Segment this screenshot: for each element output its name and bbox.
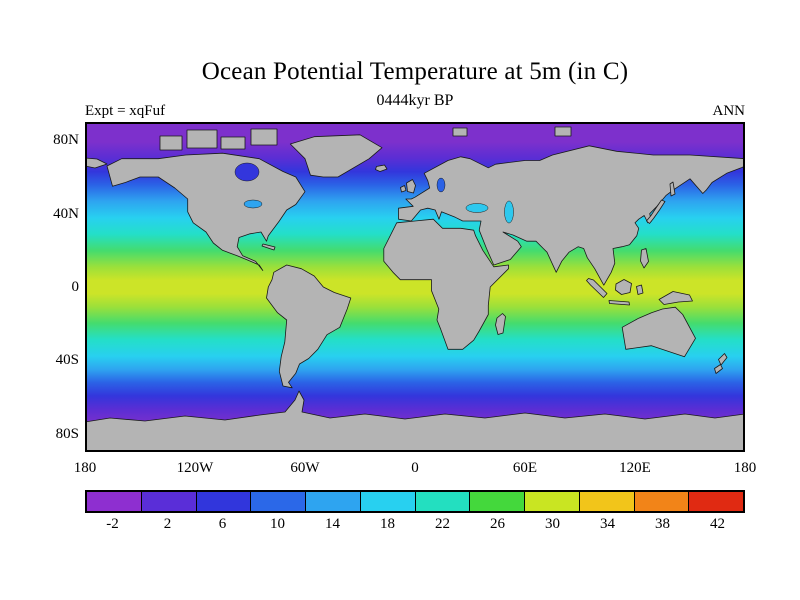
season-label: ANN	[712, 103, 746, 119]
colorbar-tick-label: 30	[545, 516, 560, 532]
plot-subtitle: 0444kyr BP	[376, 92, 454, 109]
black-sea	[465, 203, 489, 213]
island-britain	[406, 179, 416, 194]
colorbar-segment	[525, 492, 580, 511]
colorbar-tick-label: 10	[270, 516, 285, 532]
colorbar-tick-label: 34	[600, 516, 615, 532]
colorbar-segment	[251, 492, 306, 511]
island-madagascar	[495, 313, 506, 335]
experiment-label: Expt = xqFuf	[85, 103, 166, 119]
island-svalbard	[452, 127, 468, 137]
island-cuba	[261, 243, 276, 251]
island-arctic-3	[220, 136, 246, 150]
world-map	[84, 122, 746, 453]
colorbar-segment	[360, 492, 416, 511]
island-ireland	[400, 185, 407, 193]
hudson-bay	[234, 162, 260, 182]
great-lakes	[243, 199, 263, 209]
colorbar-tick-label: 42	[710, 516, 725, 532]
baltic-sea	[436, 177, 446, 193]
colorbar-segment	[306, 492, 361, 511]
colorbar-tick-label: 38	[655, 516, 670, 532]
lon-axis-label: 180	[73, 460, 97, 476]
lat-axis-label: 40S	[55, 352, 79, 369]
island-arctic-2	[186, 129, 218, 149]
colorbar-tick-label: 2	[163, 516, 172, 532]
lat-axis-label: 80N	[53, 132, 79, 149]
island-philippines	[640, 248, 649, 269]
continent-south-america	[266, 264, 352, 389]
colorbar-segment	[634, 492, 690, 511]
colorbar-segment	[470, 492, 525, 511]
island-borneo	[615, 279, 632, 295]
lat-axis-label: 80S	[55, 425, 79, 442]
island-java	[608, 300, 630, 306]
island-arctic-1	[159, 135, 183, 151]
island-sakhalin	[669, 181, 676, 197]
plot-title: Ocean Potential Temperature at 5m (in C)	[201, 58, 629, 85]
island-iceland	[375, 164, 388, 172]
map-frame	[85, 122, 745, 452]
colorbar-segment	[579, 492, 635, 511]
island-sumatra	[586, 278, 608, 298]
continent-north-america	[106, 152, 306, 271]
inland-seas	[234, 162, 514, 224]
lon-axis-label: 180	[733, 460, 757, 476]
continent-antarctica	[84, 390, 746, 453]
island-japan	[646, 199, 666, 224]
island-greenland	[289, 134, 383, 178]
colorbar-tick-label: 26	[490, 516, 505, 532]
island-arctic-4	[250, 128, 278, 146]
lon-axis-label: 60E	[512, 460, 538, 476]
continent-australia	[621, 306, 696, 358]
colorbar-tick-label: 22	[435, 516, 450, 532]
colorbar-segment	[415, 492, 471, 511]
caspian-sea	[504, 200, 514, 224]
lon-axis-label: 60W	[290, 460, 320, 476]
lat-axis-label: 0	[71, 279, 80, 295]
continent-africa	[383, 218, 509, 350]
continent-eurasia	[398, 145, 746, 286]
colorbar	[85, 490, 745, 513]
continents	[84, 126, 746, 453]
colorbar-tick-label: 18	[380, 516, 395, 532]
colorbar-segment	[196, 492, 252, 511]
lon-axis-label: 120W	[176, 460, 214, 476]
island-sulawesi	[636, 284, 644, 295]
island-severnaya	[554, 126, 572, 137]
colorbar-labels: -2 2 6 10 14 18 22 26 30 34 38 42	[85, 516, 745, 533]
colorbar-tick-label: -2	[106, 516, 119, 532]
island-new-zealand-north	[718, 353, 728, 366]
island-new-guinea	[658, 291, 693, 305]
colorbar-segment	[141, 492, 197, 511]
lon-axis-label: 120E	[619, 460, 651, 476]
colorbar-segment	[87, 492, 142, 511]
lon-axis-label: 0	[411, 460, 419, 476]
world-map-svg	[84, 122, 746, 453]
lat-axis-label: 40N	[53, 205, 79, 222]
colorbar-segment	[689, 492, 743, 511]
colorbar-tick-label: 14	[325, 516, 340, 532]
colorbar-tick-label: 6	[218, 516, 227, 532]
island-new-zealand-south	[714, 364, 723, 374]
